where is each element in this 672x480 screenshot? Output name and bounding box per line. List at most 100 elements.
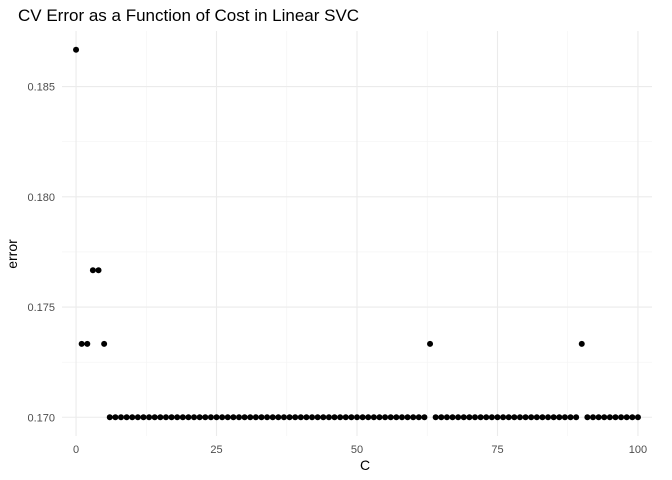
data-point — [89, 267, 96, 274]
data-point — [264, 414, 271, 421]
x-tick-label: 50 — [351, 444, 363, 456]
data-point — [460, 414, 467, 421]
x-tick-label: 75 — [491, 444, 503, 456]
data-point — [275, 414, 282, 421]
data-point — [241, 414, 248, 421]
y-axis-title: error — [4, 239, 20, 269]
data-point — [325, 414, 332, 421]
data-point — [348, 414, 355, 421]
data-point — [590, 414, 596, 421]
data-point — [483, 414, 490, 421]
data-point — [601, 414, 608, 421]
data-point — [342, 414, 349, 421]
data-point — [219, 414, 226, 421]
data-point — [528, 414, 535, 421]
data-point — [584, 414, 591, 421]
data-point — [421, 414, 428, 421]
data-point — [556, 414, 563, 421]
data-point — [606, 414, 613, 421]
grid — [62, 31, 652, 436]
data-point — [286, 414, 293, 421]
data-point — [297, 414, 304, 421]
data-point — [230, 414, 237, 421]
data-point — [488, 414, 495, 421]
data-point — [472, 414, 478, 421]
data-point — [162, 414, 169, 421]
data-point — [207, 414, 214, 421]
data-point — [516, 414, 523, 421]
y-tick-label: 0.180 — [27, 192, 55, 204]
data-point — [443, 414, 450, 421]
data-point — [202, 414, 209, 421]
data-point — [84, 340, 91, 347]
data-point — [455, 414, 462, 421]
data-point — [168, 414, 175, 421]
data-point — [438, 414, 445, 421]
data-point — [101, 340, 108, 347]
data-point — [393, 414, 400, 421]
data-point — [269, 414, 276, 421]
data-point — [561, 414, 568, 421]
data-point — [595, 414, 602, 421]
data-point — [106, 414, 113, 421]
data-point — [522, 414, 529, 421]
data-point — [404, 414, 411, 421]
data-point — [539, 414, 546, 421]
data-point — [578, 340, 585, 347]
y-tick-label: 0.185 — [27, 82, 55, 94]
data-point — [320, 414, 327, 421]
data-point — [185, 414, 192, 421]
data-point — [354, 414, 360, 421]
data-point — [191, 414, 198, 421]
plot-area — [62, 31, 652, 436]
data-point — [252, 414, 259, 421]
data-point — [511, 414, 518, 421]
data-point — [146, 414, 153, 421]
data-point — [466, 414, 473, 421]
data-point — [196, 414, 203, 421]
data-point — [314, 414, 321, 421]
data-point — [247, 414, 254, 421]
data-point — [449, 414, 456, 421]
data-point — [359, 414, 366, 421]
data-point — [494, 414, 501, 421]
data-point — [213, 414, 220, 421]
data-point — [303, 414, 310, 421]
data-point — [157, 414, 164, 421]
data-point — [567, 414, 574, 421]
data-point — [545, 414, 552, 421]
x-axis-title: C — [360, 457, 370, 473]
data-point — [174, 414, 181, 421]
data-point — [376, 414, 383, 421]
data-point — [382, 414, 389, 421]
data-point — [415, 414, 422, 421]
data-point — [224, 414, 231, 421]
data-point — [236, 414, 242, 421]
chart-title: CV Error as a Function of Cost in Linear… — [18, 6, 359, 25]
data-point — [505, 414, 512, 421]
data-point — [500, 414, 507, 421]
data-points — [73, 46, 641, 421]
data-point — [331, 414, 338, 421]
data-point — [179, 414, 186, 421]
x-tick-label: 25 — [210, 444, 222, 456]
data-point — [129, 414, 136, 421]
data-point — [134, 414, 141, 421]
data-point — [73, 46, 80, 53]
data-point — [427, 340, 434, 347]
x-axis-ticks: 0 25 50 75 100 — [73, 444, 647, 456]
data-point — [280, 414, 287, 421]
data-point — [140, 414, 147, 421]
y-tick-label: 0.170 — [27, 412, 55, 424]
data-point — [573, 414, 580, 421]
data-point — [309, 414, 316, 421]
data-point — [623, 414, 630, 421]
data-point — [112, 414, 119, 421]
data-point — [477, 414, 484, 421]
data-point — [95, 267, 102, 274]
data-point — [123, 414, 130, 421]
data-point — [292, 414, 299, 421]
data-point — [398, 414, 405, 421]
data-point — [370, 414, 377, 421]
